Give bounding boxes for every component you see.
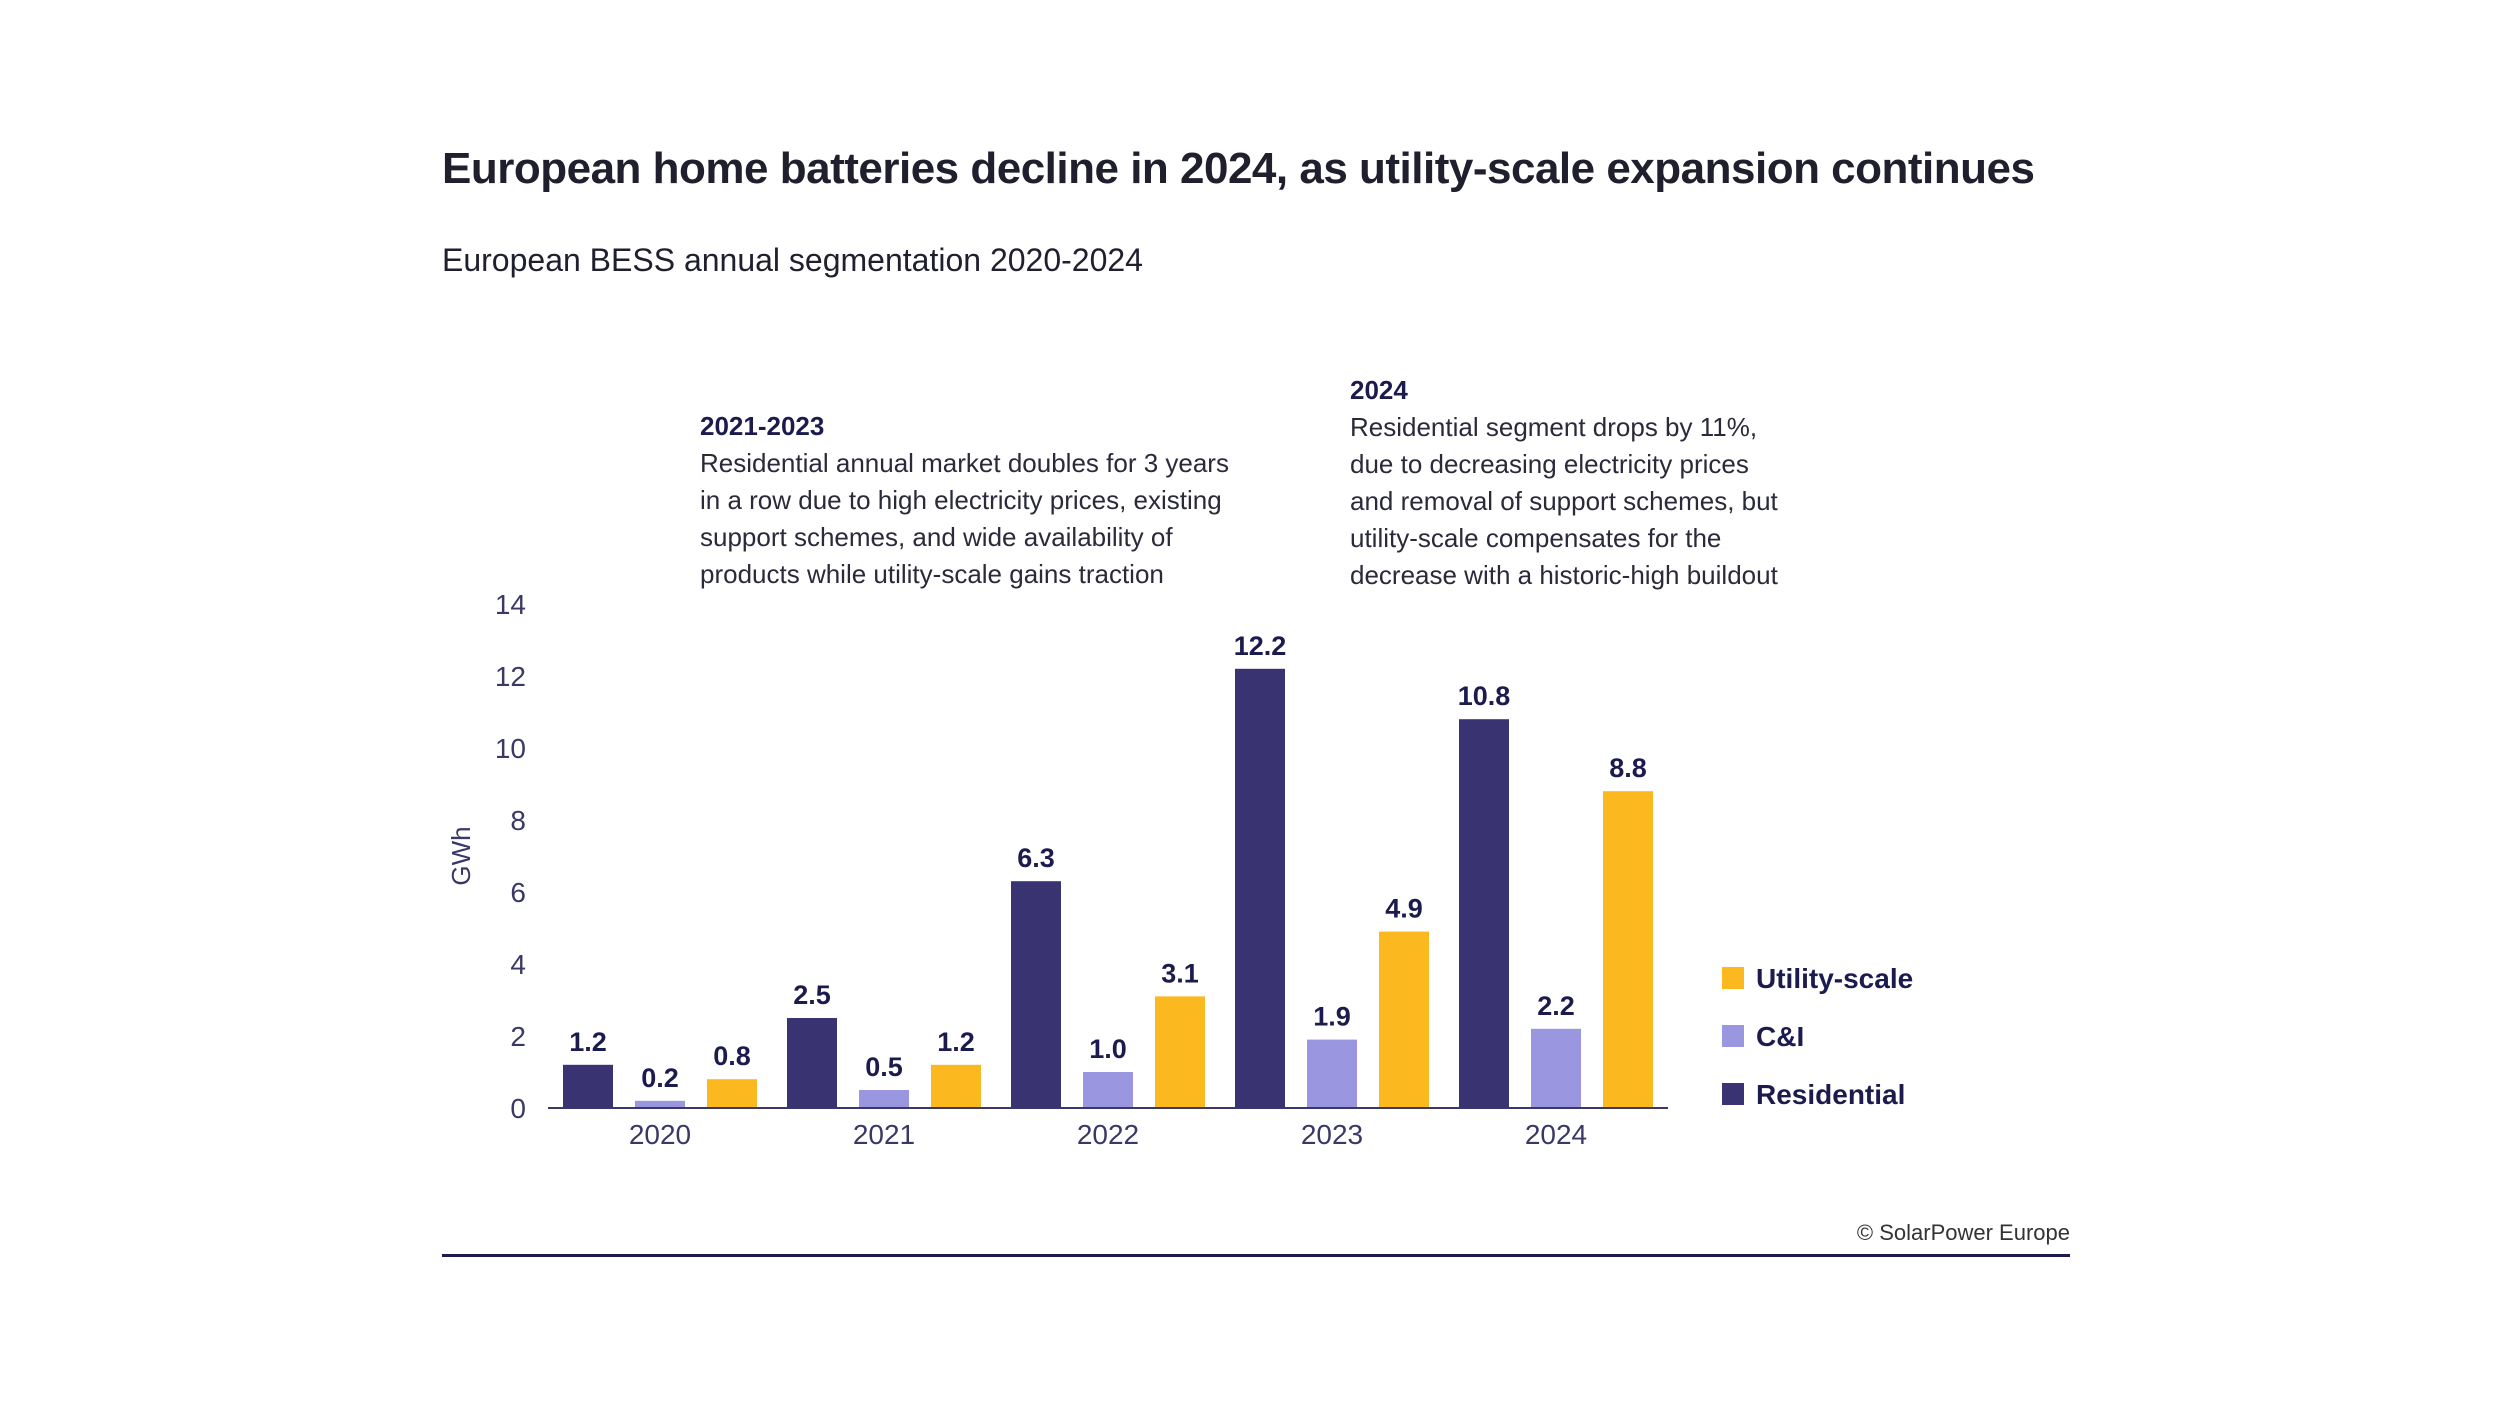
data-label: 1.2 [569, 1027, 607, 1057]
x-tick-label: 2023 [1301, 1119, 1363, 1150]
data-label: 2.5 [793, 980, 831, 1010]
data-label: 10.8 [1458, 681, 1511, 711]
y-tick-label: 4 [510, 949, 526, 980]
bar-utility-scale-2020 [707, 1079, 757, 1108]
data-label: 0.2 [641, 1063, 679, 1093]
annotation-line: Residential segment drops by 11%, [1350, 412, 1758, 442]
annotation-line: products while utility-scale gains tract… [700, 559, 1164, 589]
annotation-heading: 2024 [1350, 375, 1408, 405]
annotation-2024: 2024 Residential segment drops by 11%, d… [1350, 372, 1778, 594]
annotation-heading: 2021-2023 [700, 411, 825, 441]
bar-c-i-2020 [635, 1100, 685, 1108]
chart-subtitle: European BESS annual segmentation 2020-2… [442, 242, 1143, 278]
y-tick-label: 2 [510, 1021, 526, 1052]
bar-utility-scale-2023 [1379, 931, 1429, 1108]
legend-swatch [1722, 1083, 1744, 1105]
y-tick-label: 6 [510, 877, 526, 908]
data-label: 3.1 [1161, 958, 1199, 988]
y-tick-label: 0 [510, 1093, 526, 1124]
bar-utility-scale-2021 [931, 1064, 981, 1108]
chart-title: European home batteries decline in 2024,… [442, 144, 2035, 193]
data-label: 2.2 [1537, 991, 1575, 1021]
x-tick-label: 2021 [853, 1119, 915, 1150]
bar-residential-2020 [563, 1064, 613, 1108]
bar-c-i-2021 [859, 1090, 909, 1108]
annotation-line: Residential annual market doubles for 3 … [700, 448, 1229, 478]
x-tick-label: 2020 [629, 1119, 691, 1150]
bar-residential-2023 [1235, 668, 1285, 1108]
bar-residential-2024 [1459, 719, 1509, 1108]
x-tick-label: 2024 [1525, 1119, 1587, 1150]
y-axis-title: GWh [446, 826, 476, 885]
annotation-line: due to decreasing electricity prices [1350, 449, 1749, 479]
y-tick-label: 12 [495, 661, 526, 692]
legend-label: Utility-scale [1756, 963, 1913, 994]
bar-utility-scale-2022 [1155, 996, 1205, 1108]
bar-c-i-2024 [1531, 1028, 1581, 1108]
y-tick-label: 14 [495, 589, 526, 620]
footer-divider [442, 1254, 2070, 1257]
annotation-line: decrease with a historic-high buildout [1350, 560, 1778, 590]
legend-swatch [1722, 967, 1744, 989]
copyright-notice: © SolarPower Europe [1856, 1220, 2070, 1245]
bar-residential-2022 [1011, 881, 1061, 1108]
bar-c-i-2022 [1083, 1072, 1133, 1108]
data-label: 0.5 [865, 1052, 903, 1082]
bar-c-i-2023 [1307, 1039, 1357, 1108]
annotation-2021-2023: 2021-2023 Residential annual market doub… [700, 408, 1229, 593]
legend-label: C&I [1756, 1021, 1804, 1052]
annotation-line: in a row due to high electricity prices,… [700, 485, 1222, 515]
bar-residential-2021 [787, 1018, 837, 1108]
data-label: 1.0 [1089, 1034, 1127, 1064]
data-label: 1.9 [1313, 1002, 1351, 1032]
data-label: 0.8 [713, 1041, 751, 1071]
bar-utility-scale-2024 [1603, 791, 1653, 1108]
y-tick-label: 8 [510, 805, 526, 836]
data-label: 8.8 [1609, 753, 1647, 783]
legend-swatch [1722, 1025, 1744, 1047]
data-label: 6.3 [1017, 843, 1055, 873]
data-label: 12.2 [1234, 631, 1287, 661]
annotation-line: utility-scale compensates for the [1350, 523, 1722, 553]
annotation-line: and removal of support schemes, but [1350, 486, 1778, 516]
y-tick-label: 10 [495, 733, 526, 764]
data-label: 1.2 [937, 1027, 975, 1057]
annotation-line: support schemes, and wide availability o… [700, 522, 1173, 552]
data-label: 4.9 [1385, 894, 1423, 924]
legend-label: Residential [1756, 1079, 1905, 1110]
x-tick-label: 2022 [1077, 1119, 1139, 1150]
